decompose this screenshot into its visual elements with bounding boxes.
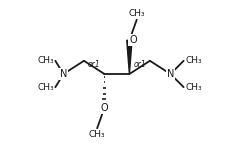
Text: CH₃: CH₃ [89, 130, 106, 139]
Text: CH₃: CH₃ [185, 83, 202, 92]
Text: or1: or1 [88, 60, 100, 69]
Text: O: O [101, 103, 108, 113]
Text: CH₃: CH₃ [185, 56, 202, 65]
Text: or1: or1 [134, 60, 146, 69]
Text: CH₃: CH₃ [37, 56, 54, 65]
Text: CH₃: CH₃ [37, 83, 54, 92]
Text: O: O [130, 35, 137, 45]
Polygon shape [127, 40, 132, 74]
Text: N: N [60, 69, 67, 79]
Text: N: N [167, 69, 174, 79]
Text: CH₃: CH₃ [128, 9, 145, 18]
